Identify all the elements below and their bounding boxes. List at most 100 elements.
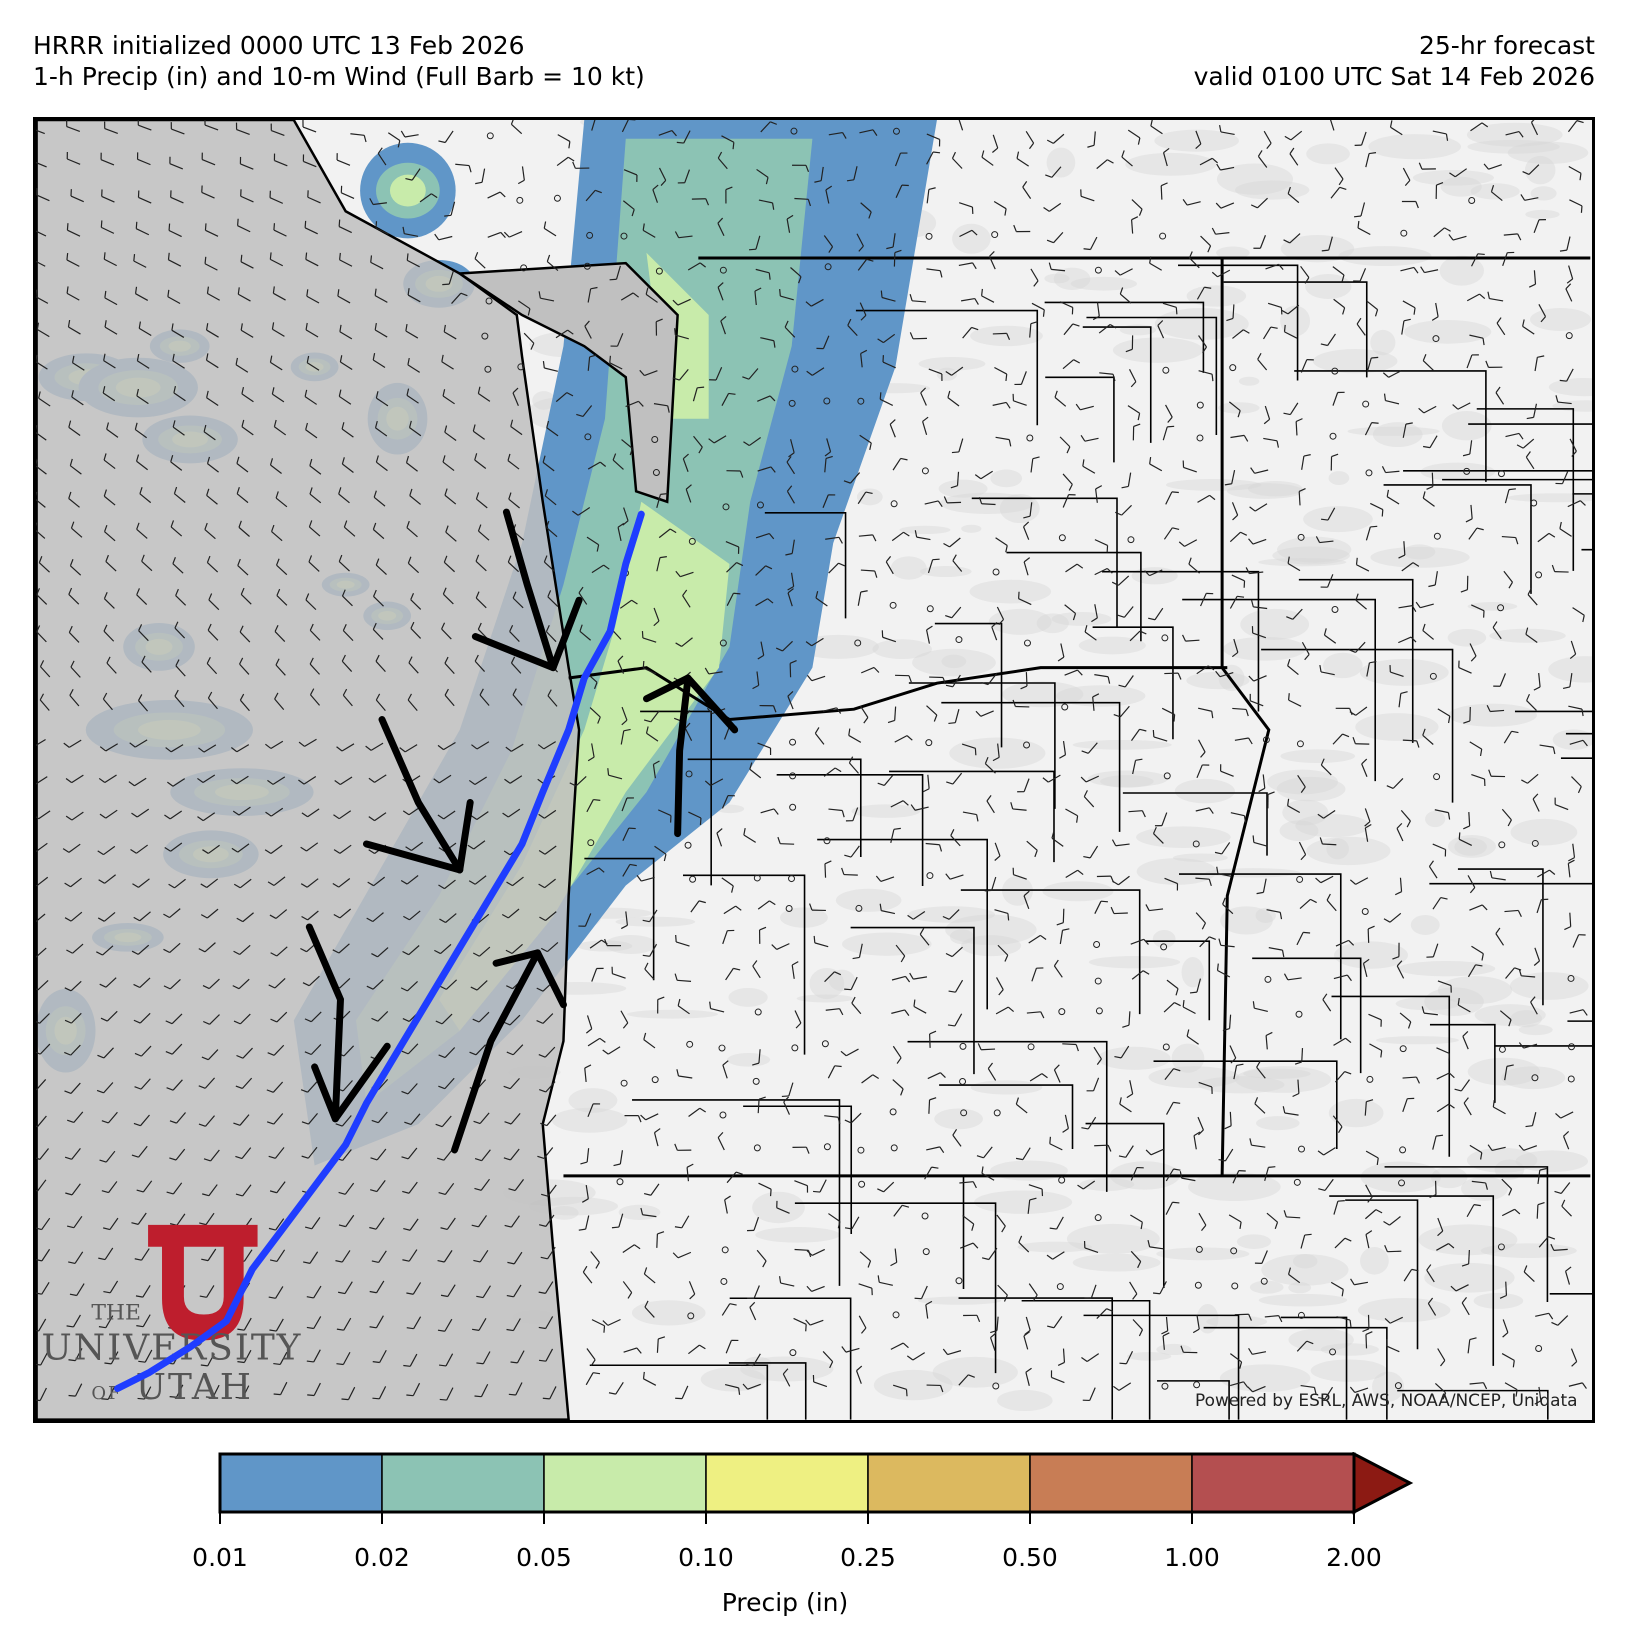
barb-flag (572, 510, 579, 516)
calm-wind-circle (1196, 401, 1204, 409)
wind-barb (407, 556, 420, 574)
barb-staff (721, 877, 734, 887)
wind-barb (1179, 1171, 1196, 1182)
wind-barb (1386, 777, 1404, 789)
barb-staff (1257, 197, 1268, 209)
wind-barb (655, 318, 663, 336)
barb-flag (1182, 634, 1187, 642)
wind-barb (992, 401, 1011, 409)
wind-barb (602, 1318, 621, 1326)
wind-barb (267, 876, 286, 886)
barb-staff (36, 1079, 47, 1091)
barb-flag (438, 140, 446, 144)
barb-staff (1333, 1201, 1339, 1215)
barb-flag (1283, 973, 1289, 981)
wind-barb (721, 877, 734, 893)
barb-staff (137, 944, 150, 955)
barb-staff (848, 762, 859, 774)
barb-flag (1552, 747, 1556, 755)
barb-staff (1432, 943, 1439, 958)
barb-staff (1162, 302, 1177, 308)
barb-staff (980, 710, 994, 717)
barb-flag (1447, 716, 1451, 724)
barb-staff (1369, 1043, 1382, 1052)
barb-flag (64, 1051, 71, 1056)
barb-staff (1287, 304, 1300, 315)
barb-flag (405, 455, 410, 463)
barb-flag (338, 389, 342, 397)
barb-staff (652, 189, 659, 203)
wind-barb (994, 842, 1001, 861)
barb-staff (441, 1115, 452, 1128)
wind-barb (1490, 185, 1503, 202)
wind-barb (591, 564, 610, 574)
barb-staff (443, 1148, 454, 1161)
barb-staff (1261, 1250, 1268, 1264)
wind-barb (98, 874, 116, 884)
barb-staff (336, 159, 351, 166)
barb-flag (1142, 970, 1150, 975)
barb-staff (1289, 233, 1301, 244)
barb-flag (504, 778, 511, 784)
calm-wind-circle (1293, 1178, 1301, 1186)
barb-staff (240, 195, 254, 203)
barb-staff (1018, 598, 1032, 606)
barb-staff (586, 867, 600, 876)
wind-barb (1250, 599, 1268, 610)
barb-staff (1048, 774, 1061, 783)
wind-barb (1426, 1264, 1435, 1283)
wind-barb (590, 1251, 600, 1269)
barb-flag (438, 1085, 446, 1090)
wind-barb (134, 422, 147, 439)
barb-flag (1295, 418, 1303, 423)
barb-staff (885, 561, 894, 575)
barb-flag (1396, 960, 1403, 967)
barb-staff (272, 1081, 284, 1093)
barb-staff (373, 596, 384, 607)
wind-barb (805, 637, 824, 647)
barb-flag (758, 1096, 766, 1100)
barb-flag (789, 660, 797, 664)
barb-flag (604, 938, 608, 946)
barb-flag (585, 1028, 593, 1034)
calm-wind-circle (1361, 907, 1369, 915)
barb-flag (1416, 740, 1420, 748)
wind-barb (304, 1011, 322, 1023)
barb-staff (1195, 807, 1210, 812)
barb-flag (846, 179, 854, 182)
barb-staff (883, 1181, 895, 1193)
wind-barb (1518, 968, 1536, 978)
calm-wind-circle (791, 1044, 799, 1052)
barb-staff (894, 1248, 898, 1263)
wind-barb (959, 1242, 979, 1249)
barb-flag (1492, 621, 1498, 628)
barb-flag (1475, 964, 1483, 967)
barb-staff (66, 126, 81, 133)
barb-flag (834, 1065, 842, 1068)
barb-staff (173, 392, 186, 402)
barb-flag (1106, 568, 1113, 574)
barb-flag (172, 557, 176, 564)
barb-flag (1182, 199, 1188, 206)
barb-flag (1283, 1210, 1287, 1218)
calm-wind-circle (1027, 1043, 1035, 1051)
barb-flag (842, 132, 847, 139)
barb-flag (468, 165, 472, 173)
barb-flag (366, 917, 374, 923)
barb-flag (339, 252, 341, 260)
barb-staff (991, 626, 998, 641)
wind-barb (1012, 393, 1027, 406)
wind-barb (1049, 1136, 1063, 1151)
barb-flag (1364, 821, 1371, 827)
barb-flag (914, 530, 918, 538)
barb-staff (784, 326, 796, 338)
wind-barb (207, 691, 218, 710)
barb-flag (1188, 557, 1192, 565)
barb-staff (1297, 1079, 1300, 1094)
barb-flag (1003, 1294, 1008, 1302)
barb-flag (806, 1285, 813, 1292)
barb-flag (197, 816, 204, 822)
barb-staff (1094, 900, 1102, 914)
barb-staff (511, 123, 523, 135)
barb-staff (341, 743, 355, 752)
